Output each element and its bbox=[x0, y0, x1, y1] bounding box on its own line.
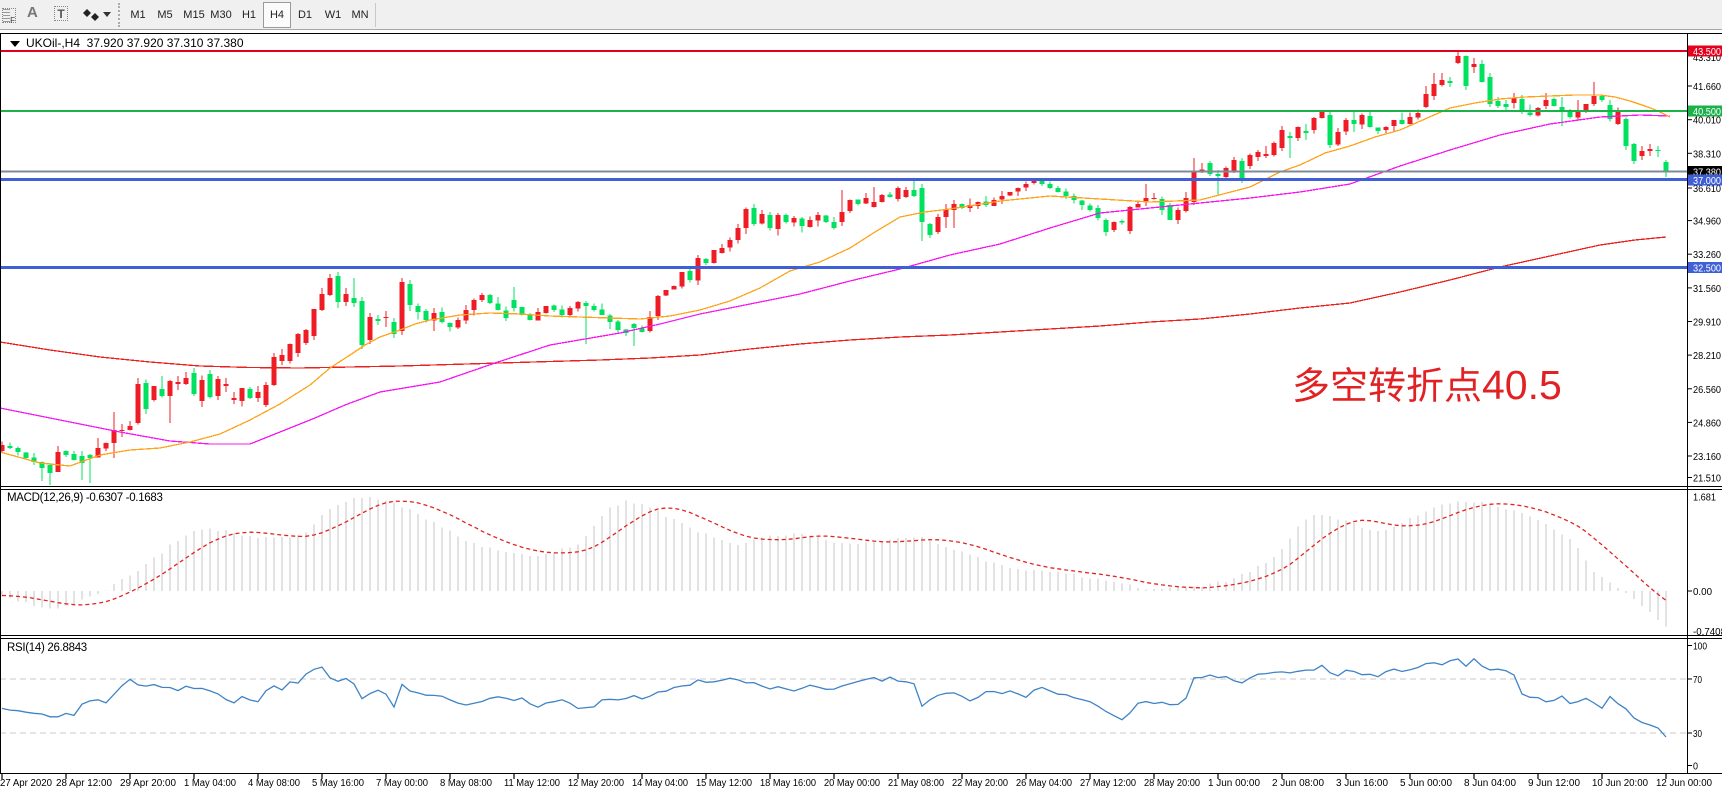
svg-text:28.210: 28.210 bbox=[1693, 351, 1721, 362]
svg-text:11 May 12:00: 11 May 12:00 bbox=[504, 778, 560, 789]
svg-text:21 May 08:00: 21 May 08:00 bbox=[888, 778, 944, 789]
svg-text:43.500: 43.500 bbox=[1693, 47, 1721, 58]
svg-text:21.510: 21.510 bbox=[1693, 474, 1721, 485]
svg-text:38.310: 38.310 bbox=[1693, 149, 1721, 160]
svg-text:-0.7408: -0.7408 bbox=[1693, 627, 1722, 638]
svg-text:29 Apr 20:00: 29 Apr 20:00 bbox=[120, 778, 176, 789]
svg-text:15 May 12:00: 15 May 12:00 bbox=[696, 778, 752, 789]
svg-text:26 May 04:00: 26 May 04:00 bbox=[1016, 778, 1072, 789]
svg-text:2 Jun 08:00: 2 Jun 08:00 bbox=[1272, 778, 1324, 789]
svg-text:0.00: 0.00 bbox=[1693, 587, 1712, 598]
svg-text:33.260: 33.260 bbox=[1693, 250, 1721, 261]
svg-text:43.310: 43.310 bbox=[1693, 53, 1721, 64]
svg-text:18 May 16:00: 18 May 16:00 bbox=[760, 778, 816, 789]
svg-text:8 May 08:00: 8 May 08:00 bbox=[440, 778, 492, 789]
svg-text:0: 0 bbox=[1693, 762, 1698, 773]
svg-text:32.500: 32.500 bbox=[1693, 264, 1721, 275]
svg-text:26.560: 26.560 bbox=[1693, 385, 1721, 396]
svg-text:MACD(12,26,9) -0.6307 -0.1683: MACD(12,26,9) -0.6307 -0.1683 bbox=[7, 492, 163, 504]
svg-text:12 May 20:00: 12 May 20:00 bbox=[568, 778, 624, 789]
svg-text:31.560: 31.560 bbox=[1693, 284, 1721, 295]
svg-text:70: 70 bbox=[1693, 675, 1702, 686]
svg-text:1 May 04:00: 1 May 04:00 bbox=[184, 778, 236, 789]
svg-text:UKOil-,H4 37.920 37.920 37.31: UKOil-,H4 37.920 37.920 37.310 37.380 bbox=[26, 36, 244, 50]
svg-text:24.860: 24.860 bbox=[1693, 418, 1721, 429]
svg-text:30: 30 bbox=[1693, 729, 1702, 740]
svg-text:40.5: 40.5 bbox=[1482, 362, 1562, 408]
svg-text:34.960: 34.960 bbox=[1693, 217, 1721, 228]
svg-text:9 Jun 12:00: 9 Jun 12:00 bbox=[1528, 778, 1580, 789]
svg-text:23.160: 23.160 bbox=[1693, 452, 1721, 463]
svg-text:10 Jun 20:00: 10 Jun 20:00 bbox=[1592, 778, 1648, 789]
svg-text:20 May 00:00: 20 May 00:00 bbox=[824, 778, 880, 789]
svg-text:1 Jun 00:00: 1 Jun 00:00 bbox=[1208, 778, 1260, 789]
svg-text:36.610: 36.610 bbox=[1693, 184, 1721, 195]
svg-text:41.660: 41.660 bbox=[1693, 82, 1721, 93]
svg-text:5 Jun 00:00: 5 Jun 00:00 bbox=[1400, 778, 1452, 789]
svg-text:1.681: 1.681 bbox=[1693, 493, 1716, 504]
svg-text:28 Apr 12:00: 28 Apr 12:00 bbox=[56, 778, 112, 789]
svg-text:12 Jun 00:00: 12 Jun 00:00 bbox=[1656, 778, 1712, 789]
svg-text:22 May 20:00: 22 May 20:00 bbox=[952, 778, 1008, 789]
svg-text:28 May 20:00: 28 May 20:00 bbox=[1144, 778, 1200, 789]
svg-text:40.010: 40.010 bbox=[1693, 116, 1721, 127]
svg-text:27 May 12:00: 27 May 12:00 bbox=[1080, 778, 1136, 789]
svg-text:14 May 04:00: 14 May 04:00 bbox=[632, 778, 688, 789]
svg-text:27 Apr 2020: 27 Apr 2020 bbox=[0, 778, 52, 789]
svg-text:RSI(14) 26.8843: RSI(14) 26.8843 bbox=[7, 642, 87, 654]
svg-text:4 May 08:00: 4 May 08:00 bbox=[248, 778, 300, 789]
svg-text:37.380: 37.380 bbox=[1693, 168, 1721, 179]
svg-text:7 May 00:00: 7 May 00:00 bbox=[376, 778, 428, 789]
svg-text:29.910: 29.910 bbox=[1693, 318, 1721, 329]
svg-text:100: 100 bbox=[1693, 642, 1707, 653]
svg-text:37.000: 37.000 bbox=[1693, 176, 1721, 187]
svg-text:3 Jun 16:00: 3 Jun 16:00 bbox=[1336, 778, 1388, 789]
svg-text:40.500: 40.500 bbox=[1693, 107, 1721, 118]
svg-text:8 Jun 04:00: 8 Jun 04:00 bbox=[1464, 778, 1516, 789]
svg-text:5 May 16:00: 5 May 16:00 bbox=[312, 778, 364, 789]
